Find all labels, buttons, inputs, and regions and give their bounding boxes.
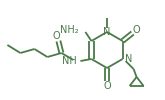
Text: O: O [103, 81, 111, 91]
Text: NH₂: NH₂ [60, 25, 78, 35]
Text: NH: NH [62, 56, 76, 66]
Text: N: N [103, 27, 111, 37]
Text: N: N [125, 54, 132, 64]
Text: O: O [53, 31, 60, 41]
Text: O: O [133, 25, 140, 35]
